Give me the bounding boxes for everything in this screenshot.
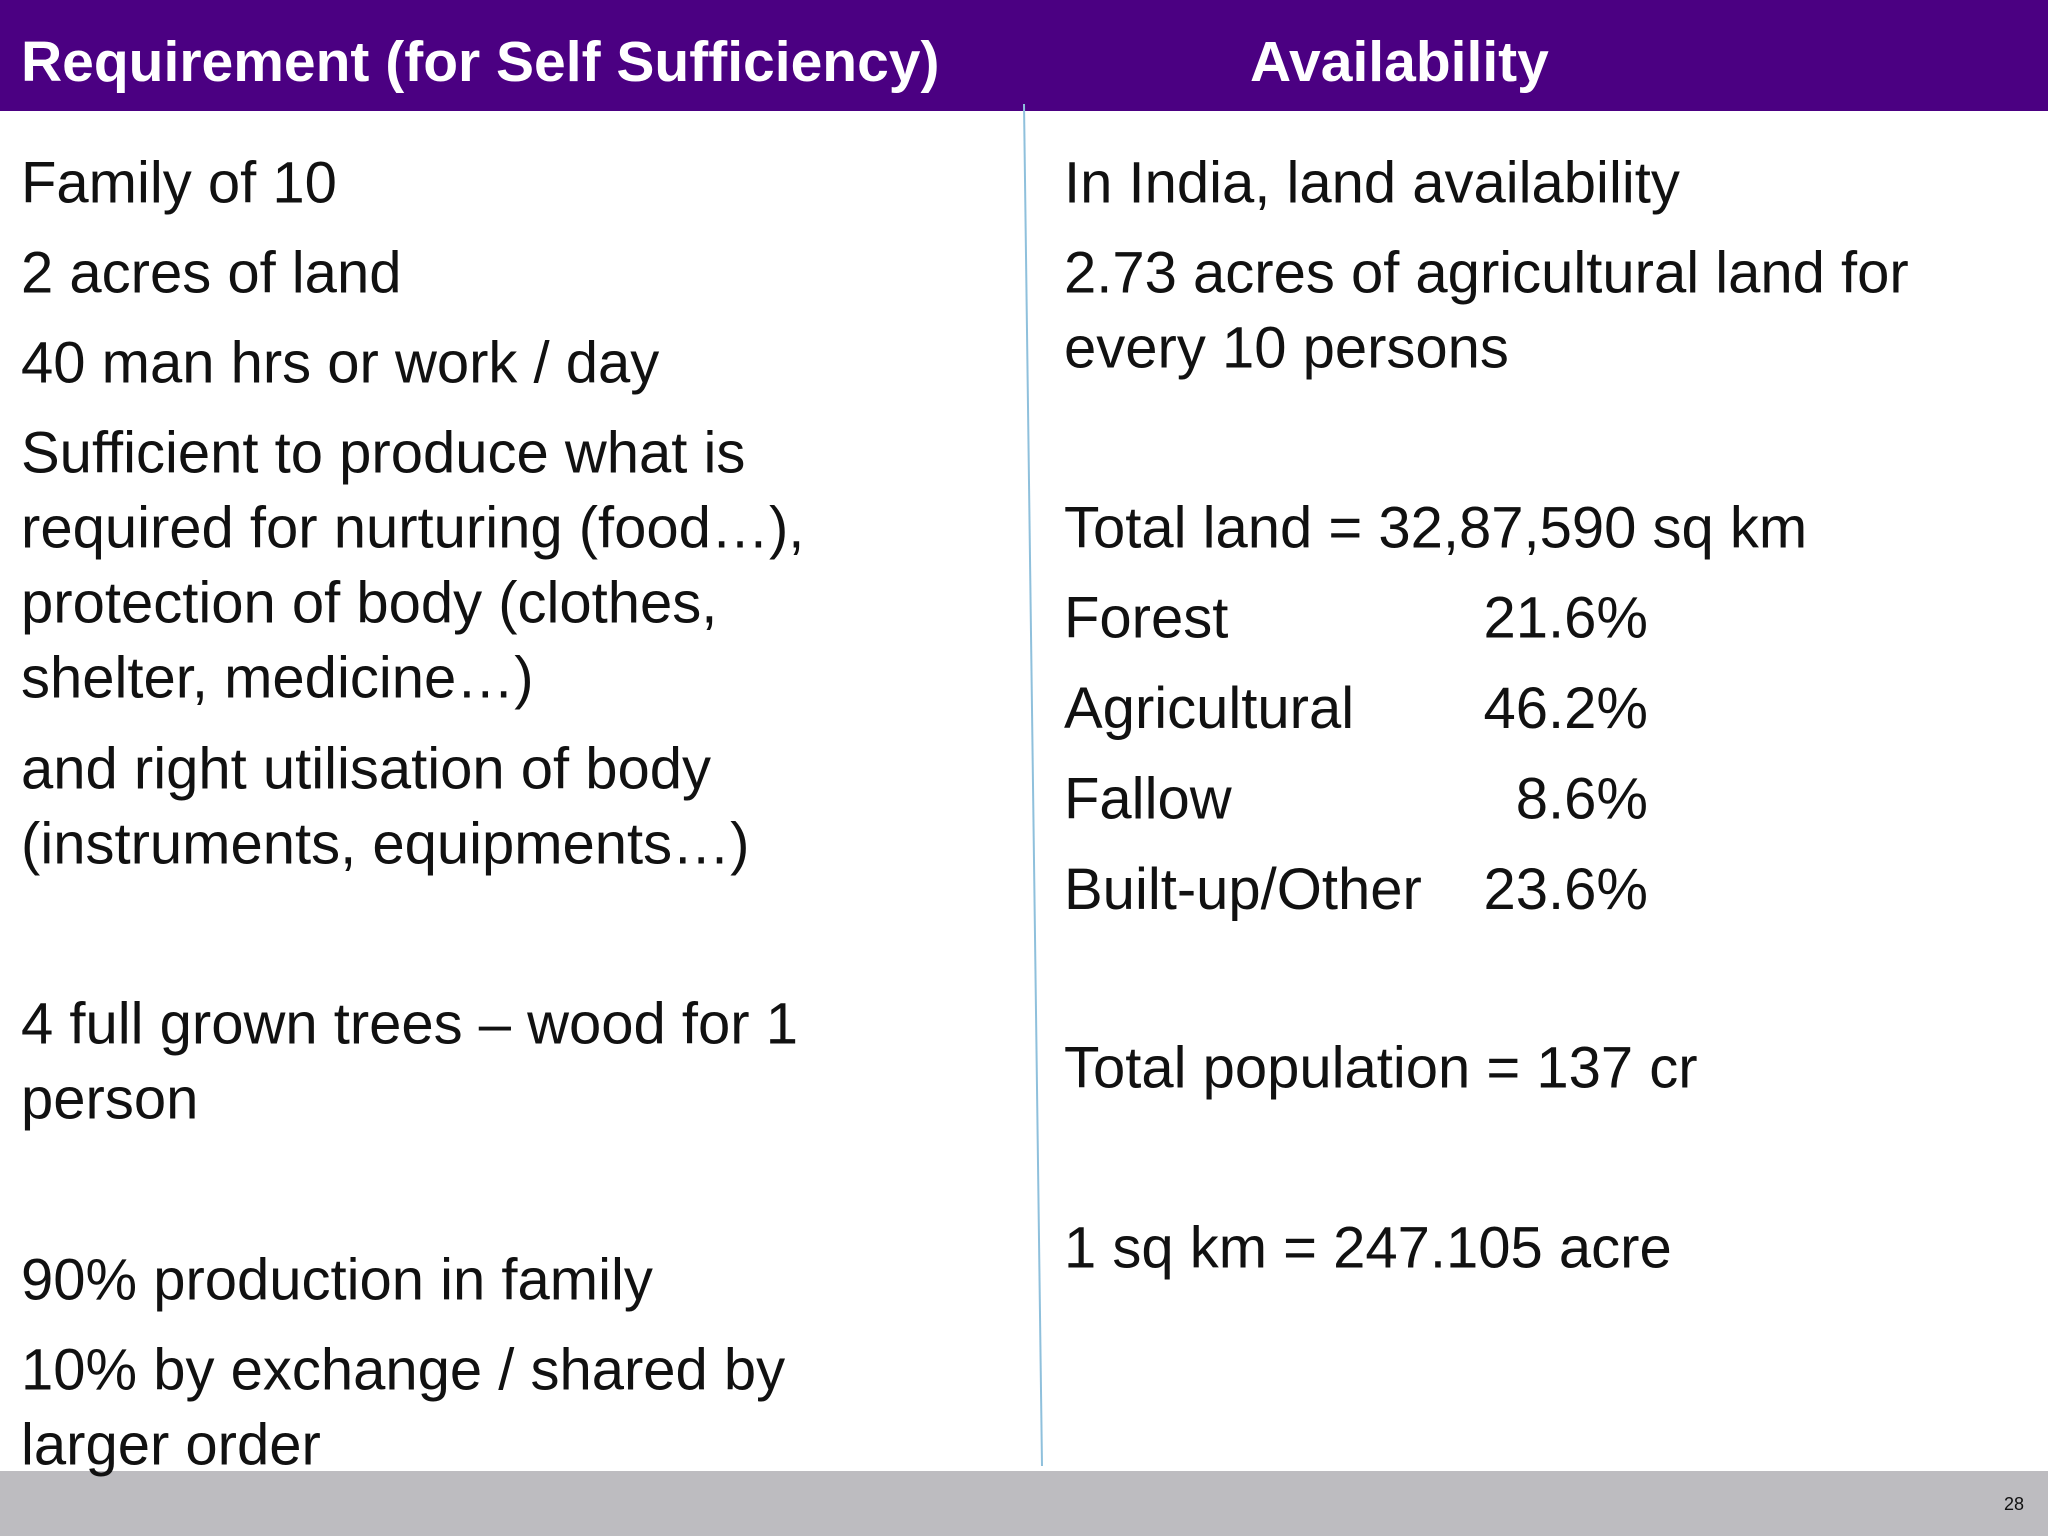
land-use-value: 23.6% — [1484, 857, 1648, 922]
left-text: 90% production in family — [21, 1247, 653, 1312]
left-text: 4 full grown trees – wood for 1 — [21, 991, 798, 1056]
left-text: person — [21, 1066, 198, 1131]
left-text: (instruments, equipments…) — [21, 811, 749, 876]
land-use-label: Agricultural — [1064, 676, 1354, 741]
header-bar — [0, 0, 2048, 111]
left-text: larger order — [21, 1412, 321, 1477]
left-text: protection of body (clothes, — [21, 570, 717, 635]
right-text: every 10 persons — [1064, 315, 1509, 380]
right-text: In India, land availability — [1064, 150, 1680, 215]
left-text: required for nurturing (food…), — [21, 495, 804, 560]
land-use-value: 21.6% — [1484, 585, 1648, 650]
left-text: shelter, medicine…) — [21, 645, 534, 710]
land-use-label: Built-up/Other — [1064, 857, 1422, 922]
divider — [1023, 103, 1043, 1467]
left-text: 40 man hrs or work / day — [21, 330, 659, 395]
land-use-label: Forest — [1064, 585, 1228, 650]
right-title: Availability — [1250, 30, 1549, 94]
right-text: 2.73 acres of agricultural land for — [1064, 240, 1909, 305]
land-use-value: 46.2% — [1484, 676, 1648, 741]
left-text: Family of 10 — [21, 150, 337, 215]
right-text: Total land = 32,87,590 sq km — [1064, 495, 1807, 560]
left-text: 10% by exchange / shared by — [21, 1337, 785, 1402]
land-use-label: Fallow — [1064, 766, 1233, 831]
left-text: 2 acres of land — [21, 240, 401, 305]
footer-bar — [0, 1471, 2048, 1536]
land-use-value: 8.6% — [1516, 766, 1648, 831]
right-text: 1 sq km = 247.105 acre — [1064, 1215, 1672, 1280]
left-text: Sufficient to produce what is — [21, 420, 745, 485]
page-number: 28 — [2004, 1494, 2024, 1514]
right-text: Total population = 137 cr — [1064, 1035, 1698, 1100]
left-title: Requirement (for Self Sufficiency) — [21, 30, 940, 94]
left-text: and right utilisation of body — [21, 736, 711, 801]
